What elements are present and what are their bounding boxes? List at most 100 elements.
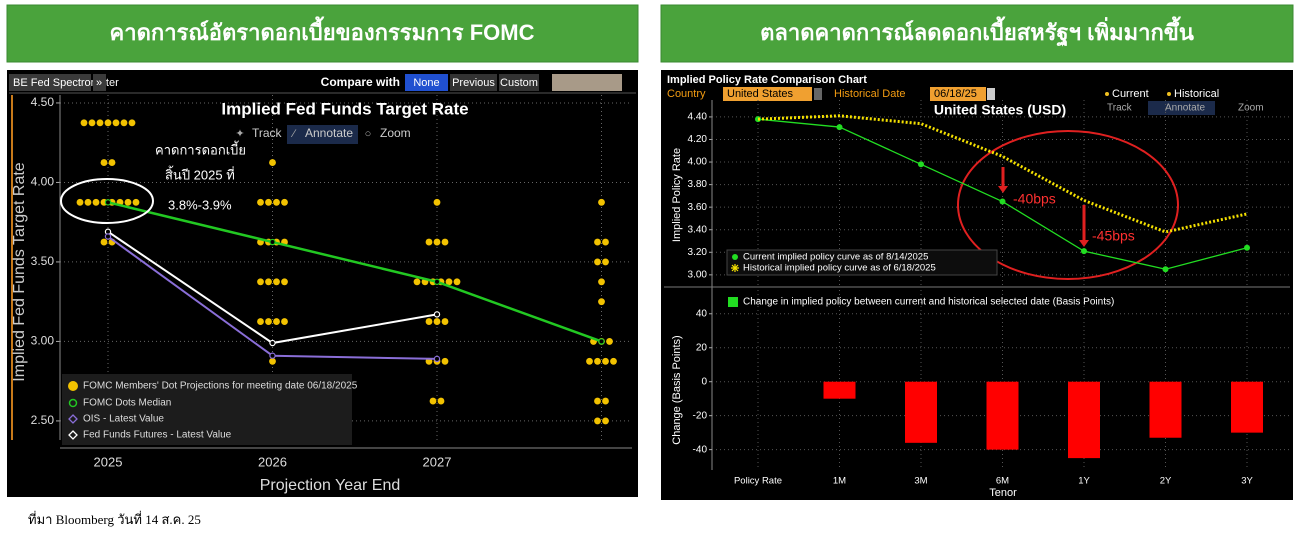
series-marker	[918, 161, 924, 168]
legend-label: Historical implied policy curve as of 6/…	[743, 263, 936, 274]
field-label: Historical Date	[834, 88, 906, 100]
x-tick-label: 1M	[833, 476, 846, 487]
dot-projection	[84, 198, 92, 206]
compare-option-box[interactable]	[450, 74, 497, 91]
annotation: สิ้นปี 2025 ที่	[165, 165, 235, 182]
dot-projection	[441, 318, 449, 325]
legend-icon	[68, 430, 78, 440]
tool-button[interactable]: Annotate	[1165, 103, 1205, 114]
dot-projection	[598, 278, 605, 286]
tool-button[interactable]: Track	[252, 126, 283, 140]
y-tick-label: 20	[696, 342, 708, 353]
tool-button[interactable]: Annotate	[305, 126, 353, 140]
header-legend-bullet	[1167, 92, 1171, 96]
header-title: ตลาดคาดการณ์ลดดอกเบี้ยสหรัฐฯ เพิ่มมากขึ้…	[760, 16, 1194, 47]
compare-option[interactable]: Custom	[500, 77, 538, 89]
compare-option-box[interactable]	[405, 74, 448, 91]
nav-box[interactable]	[93, 74, 106, 91]
x-tick-label: Policy Rate	[734, 476, 782, 487]
dot-projection	[445, 278, 453, 286]
y-tick-label: 3.20	[688, 247, 708, 258]
tool-button[interactable]: Zoom	[1238, 103, 1264, 114]
series-line	[757, 114, 1248, 234]
field-label: Country	[667, 88, 706, 100]
app-label: BE Fed Spectrometer	[13, 77, 119, 89]
dot-projection	[433, 198, 441, 206]
dot-projection	[100, 238, 108, 246]
field-value[interactable]: 06/18/25	[934, 88, 977, 100]
y-tick-label: 3.80	[688, 179, 708, 190]
y-tick-label: 40	[696, 308, 708, 319]
bar	[905, 381, 937, 443]
tool-icon: ∕	[290, 128, 297, 140]
x-tick-label: 6M	[996, 476, 1009, 487]
x-tick-label: 2Y	[1160, 476, 1172, 487]
dot-projection	[104, 119, 112, 127]
nav-button[interactable]: »	[96, 77, 102, 89]
dot-projection	[128, 119, 136, 127]
y-tick-label: 3.00	[31, 334, 55, 348]
header-legend-label: Historical	[1174, 88, 1219, 100]
y-axis-title: Change (Basis Points)	[671, 335, 683, 444]
dropdown-button[interactable]	[814, 88, 822, 100]
dot-projection	[269, 159, 276, 166]
dot-projection	[433, 318, 441, 325]
y-axis-title: Implied Fed Funds Target Rate	[11, 162, 28, 381]
dot-projection	[257, 278, 264, 286]
tool-button[interactable]: Zoom	[380, 126, 411, 140]
tool-icon: ✦	[235, 128, 244, 140]
dot-projection	[425, 318, 433, 325]
tool-highlight	[1148, 101, 1215, 115]
app-label-box	[9, 74, 91, 91]
y-tick-label: -20	[693, 410, 708, 421]
dot-projection	[273, 198, 280, 206]
dot-projection	[441, 238, 449, 246]
highlight-ellipse	[60, 178, 154, 224]
dot-projection	[602, 258, 609, 266]
dot-projection	[586, 357, 593, 365]
dot-projection	[120, 119, 128, 127]
y-tick-label: 4.20	[688, 134, 708, 145]
compare-option[interactable]: Previous	[452, 77, 495, 89]
dot-projection	[598, 298, 605, 306]
annotation: -40bps	[1013, 191, 1056, 207]
dot-projection	[594, 357, 601, 365]
tool-button[interactable]: Track	[1107, 103, 1133, 114]
dot-projection	[281, 278, 288, 286]
header-legend-bullet	[1105, 92, 1109, 96]
source-note: ที่มา Bloomberg วันที่ 14 ส.ค. 25	[28, 511, 201, 527]
legend-label: FOMC Members' Dot Projections for meetin…	[83, 381, 358, 392]
field-value[interactable]: United States	[727, 88, 794, 100]
dot-projection	[76, 198, 84, 206]
legend-icon	[68, 398, 78, 408]
bar	[1231, 381, 1263, 433]
dot-projection	[594, 417, 601, 425]
annotation: -45bps	[1092, 228, 1135, 244]
compare-option[interactable]: None	[413, 77, 439, 89]
dot-projection	[265, 198, 272, 206]
dot-projection	[602, 397, 609, 405]
legend-icon	[728, 297, 738, 307]
dot-projection	[112, 119, 120, 127]
y-tick-label: 3.00	[688, 269, 708, 280]
dot-projection	[265, 318, 272, 325]
dot-projection	[425, 238, 433, 246]
field-box[interactable]	[723, 87, 812, 101]
y-tick-label: 3.60	[688, 202, 708, 213]
compare-option-box[interactable]	[499, 74, 539, 91]
x-axis-title: Tenor	[989, 487, 1017, 499]
x-tick-label: 2027	[423, 454, 452, 469]
highlight-ellipse	[957, 130, 1179, 280]
custom-date-box[interactable]	[552, 74, 622, 91]
field-box[interactable]	[930, 87, 986, 101]
dot-projection	[594, 258, 601, 266]
x-tick-label: 3M	[914, 476, 927, 487]
dot-projection	[96, 119, 104, 127]
series-marker	[104, 233, 112, 240]
dot-projection	[594, 238, 601, 246]
legend-icon	[731, 264, 739, 272]
calendar-button[interactable]	[987, 88, 995, 100]
annotation: 3.8%-3.9%	[168, 197, 232, 212]
dot-projection	[281, 318, 288, 325]
